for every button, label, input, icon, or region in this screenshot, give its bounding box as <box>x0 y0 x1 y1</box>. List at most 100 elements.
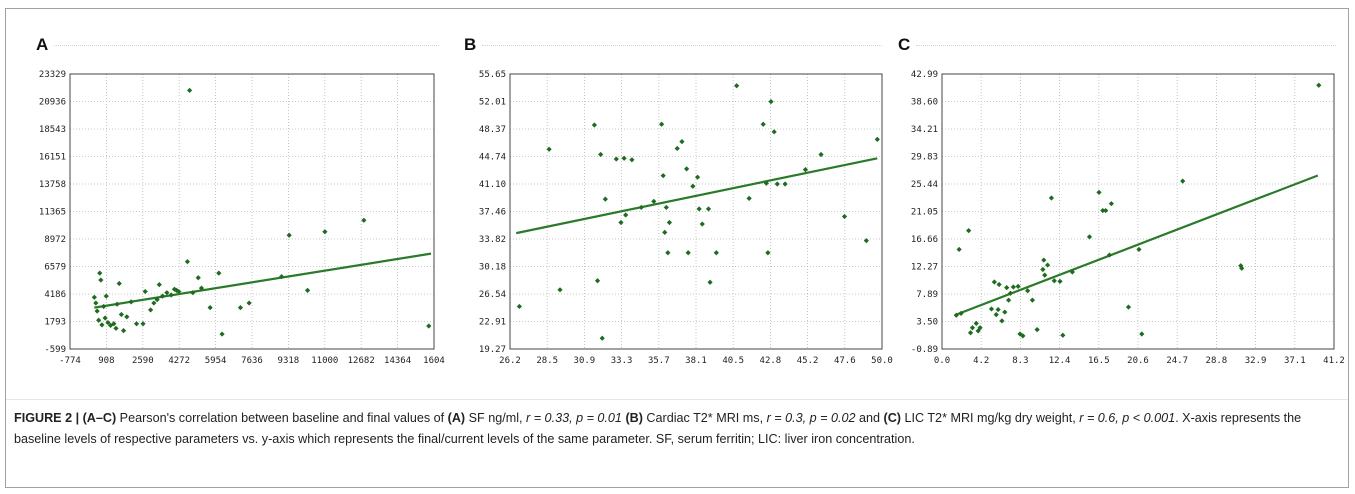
x-tick-label: 37.1 <box>1284 356 1306 366</box>
caption-divider <box>6 399 1348 400</box>
data-point <box>361 217 367 223</box>
data-point <box>116 280 122 287</box>
data-point <box>707 279 713 285</box>
data-point <box>594 278 601 284</box>
data-point <box>96 317 102 323</box>
data-point <box>148 307 154 313</box>
x-tick-label: 24.7 <box>1166 356 1188 366</box>
data-point <box>154 296 160 303</box>
panel-divider <box>482 45 882 46</box>
data-point <box>118 311 124 318</box>
data-point <box>696 206 702 212</box>
data-point <box>176 288 182 295</box>
y-tick-label: 20936 <box>39 98 66 108</box>
y-tick-label: 41.10 <box>479 180 506 190</box>
data-point <box>598 151 604 158</box>
data-point <box>151 300 157 306</box>
x-tick-label: 14364 <box>384 356 411 366</box>
y-tick-label: 55.65 <box>479 70 506 80</box>
x-tick-label: 20.6 <box>1127 356 1149 366</box>
data-point <box>94 308 100 314</box>
data-point <box>93 300 99 306</box>
x-tick-label: -774 <box>59 356 81 366</box>
data-point <box>1103 207 1109 214</box>
caption-stat-a: r = 0.33, p = 0.01 <box>526 411 622 425</box>
y-tick-label: 33.82 <box>479 235 506 245</box>
data-point <box>774 181 780 187</box>
y-tick-label: 18543 <box>39 125 66 135</box>
data-point <box>969 325 976 331</box>
x-tick-label: 11000 <box>311 356 338 366</box>
caption-stat-c: r = 0.6, p < 0.001 <box>1079 411 1176 425</box>
data-point <box>1051 278 1057 284</box>
data-point <box>124 314 130 320</box>
data-point <box>1057 278 1063 284</box>
data-point <box>660 173 666 179</box>
data-point <box>97 270 103 276</box>
y-tick-label: 8972 <box>44 235 66 245</box>
y-tick-label: 16151 <box>39 153 66 163</box>
caption-text: SF ng/ml, <box>465 411 527 425</box>
x-tick-label: 28.8 <box>1206 356 1228 366</box>
x-tick-label: 8.3 <box>1012 356 1028 366</box>
data-point <box>1086 234 1093 240</box>
plot-area-frame <box>69 73 435 350</box>
scatter-chart-b: 19.27 22.91 26.54 30.18 33.82 37.46 41.10 44.74… <box>479 70 893 366</box>
data-point <box>995 306 1001 313</box>
data-point <box>685 250 691 256</box>
data-point <box>1108 201 1114 207</box>
data-point <box>999 318 1005 324</box>
data-point <box>1180 178 1186 184</box>
data-point <box>629 157 635 163</box>
data-point <box>1139 331 1145 337</box>
caption-ref-a: (A) <box>447 411 466 425</box>
x-tick-label: 35.7 <box>648 356 670 366</box>
caption-ref-c: (C) <box>883 411 901 425</box>
data-point <box>133 321 140 327</box>
data-point <box>602 196 608 202</box>
data-point <box>1015 283 1021 289</box>
data-point <box>699 221 705 227</box>
data-point <box>674 145 680 152</box>
y-tick-label: 21.05 <box>911 208 938 218</box>
data-point <box>1136 246 1142 253</box>
data-point <box>1040 266 1046 273</box>
data-point <box>1316 82 1322 88</box>
data-point <box>101 303 107 310</box>
data-point <box>663 204 669 211</box>
data-point <box>591 122 598 128</box>
y-tick-label: 3.50 <box>916 318 938 328</box>
y-tick-label: 4186 <box>44 290 66 300</box>
data-point <box>1029 297 1035 303</box>
data-point <box>164 290 170 296</box>
y-tick-label: 30.18 <box>479 263 506 273</box>
data-point <box>207 305 213 311</box>
plot-area-frame <box>509 73 883 350</box>
x-tick-label: 4272 <box>168 356 190 366</box>
data-point <box>128 299 134 305</box>
y-tick-label: 6579 <box>44 263 66 273</box>
data-point <box>426 323 432 329</box>
y-tick-label: 29.83 <box>911 153 938 163</box>
data-point <box>1048 195 1055 201</box>
x-tick-label: 32.9 <box>1245 356 1267 366</box>
x-tick-label: 1604 <box>423 356 445 366</box>
data-point <box>1042 272 1048 278</box>
data-point <box>103 293 109 299</box>
data-point <box>621 155 627 161</box>
data-point <box>1238 263 1244 269</box>
data-point <box>956 246 962 253</box>
data-point <box>216 270 222 276</box>
data-point <box>841 213 848 220</box>
data-point <box>120 328 127 334</box>
y-tick-label: 38.60 <box>911 98 938 108</box>
data-point <box>659 121 665 127</box>
data-point <box>782 181 788 187</box>
data-point <box>156 282 162 288</box>
panel-divider <box>916 45 1336 46</box>
data-point <box>863 238 869 244</box>
data-point <box>322 229 328 235</box>
x-tick-label: 40.5 <box>722 356 744 366</box>
y-tick-label: 25.44 <box>911 180 938 190</box>
data-point <box>1060 332 1066 338</box>
